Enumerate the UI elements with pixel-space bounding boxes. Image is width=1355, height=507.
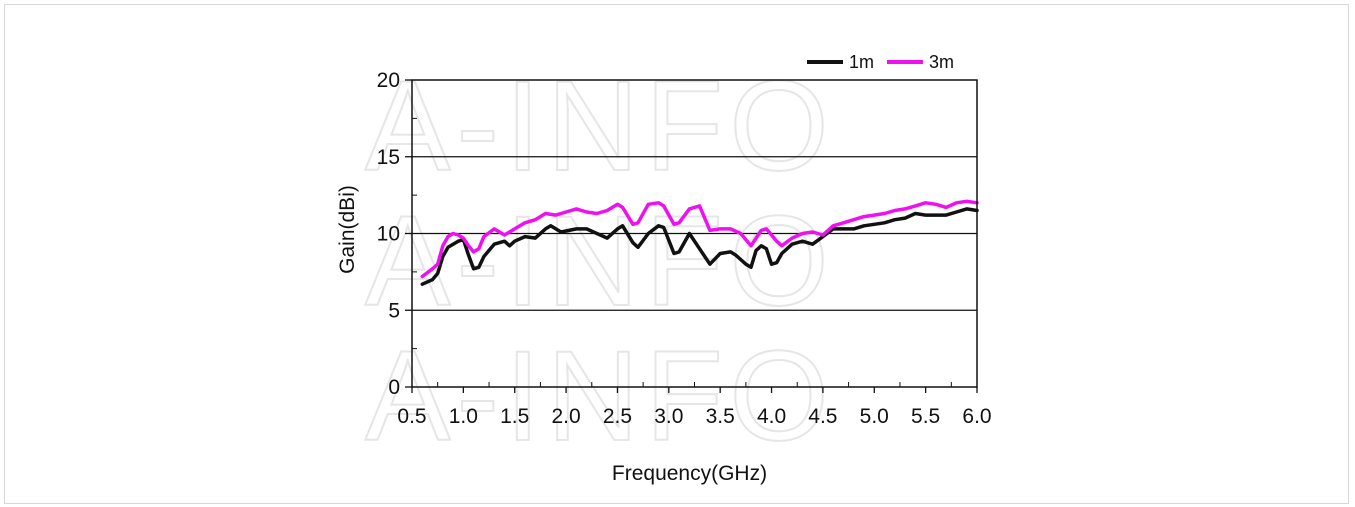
legend: 1m 3m bbox=[807, 52, 954, 72]
x-tick-label: 5.0 bbox=[860, 405, 889, 428]
watermark-text: A-INFO bbox=[365, 325, 835, 468]
y-tick-label: 15 bbox=[377, 146, 400, 169]
y-tick-label: 10 bbox=[377, 223, 400, 246]
legend-label-1m: 1m bbox=[849, 52, 874, 72]
x-tick-label: 4.5 bbox=[808, 405, 837, 428]
series-line-3m bbox=[420, 199, 979, 279]
legend-label-3m: 3m bbox=[929, 52, 954, 72]
x-tick-label: 3.0 bbox=[654, 405, 683, 428]
y-axis-title: Gain(dBi) bbox=[336, 185, 359, 274]
series-line-1m bbox=[420, 207, 979, 286]
x-tick-label: 0.5 bbox=[397, 405, 426, 428]
y-tick-label: 0 bbox=[388, 376, 400, 399]
series-lines bbox=[420, 199, 979, 286]
x-tick-label: 5.5 bbox=[911, 405, 940, 428]
x-tick-label: 3.5 bbox=[706, 405, 735, 428]
x-axis-ticks: 0.5 1.0 1.5 2.0 2.5 3.0 3.5 4.0 4.5 5.0 5.5 6.0 bbox=[397, 382, 992, 428]
x-tick-label: 2.5 bbox=[603, 405, 632, 428]
x-tick-label: 2.0 bbox=[551, 405, 580, 428]
y-tick-label: 20 bbox=[377, 69, 400, 92]
x-tick-label: 6.0 bbox=[962, 405, 991, 428]
x-tick-label: 4.0 bbox=[757, 405, 786, 428]
watermark-text: A-INFO bbox=[365, 55, 835, 198]
x-tick-label: 1.5 bbox=[500, 405, 529, 428]
x-tick-label: 1.0 bbox=[449, 405, 478, 428]
y-axis-ticks: 0 5 10 15 20 bbox=[377, 69, 417, 399]
x-axis-title: Frequency(GHz) bbox=[612, 462, 767, 485]
y-tick-label: 5 bbox=[388, 299, 400, 322]
